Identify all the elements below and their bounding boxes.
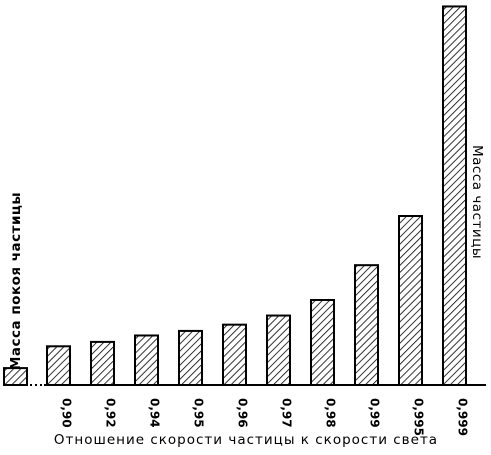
x-axis-label: Отношение скорости частицы к скорости св… [54,432,438,448]
bar-0-98 [310,298,335,387]
x-tick-label: 0,999 [456,398,470,436]
rest-mass-label: Масса покоя частицы [8,192,24,370]
bar-0-92 [90,340,115,386]
x-tick-label: 0,95 [192,398,206,428]
tick-labels-layer: 0,90 0,92 0,94 0,95 0,96 0,97 0,98 0,99 0,995 0,9… [60,398,470,436]
bar-0-95 [178,329,203,387]
x-tick-label: 0,90 [60,398,74,428]
x-tick-label: 0,92 [104,398,118,428]
x-tick-label: 0,96 [236,398,250,428]
bars-layer [3,5,467,387]
bar-0-99 [354,264,379,386]
bar-0-97 [266,314,291,386]
bar-0-90 [46,345,71,387]
particle-mass-label: Масса частицы [469,145,485,259]
x-tick-label: 0,98 [324,398,338,428]
rest-mass-bar [3,367,28,387]
x-tick-label: 0,94 [148,398,162,428]
bar-0-94 [134,334,159,386]
bar-0-995 [398,215,423,386]
x-tick-label: 0,995 [412,398,426,436]
bar-0-999 [442,5,467,386]
x-tick-label: 0,97 [280,398,294,428]
x-tick-label: 0,99 [368,398,382,428]
bar-0-96 [222,323,247,386]
